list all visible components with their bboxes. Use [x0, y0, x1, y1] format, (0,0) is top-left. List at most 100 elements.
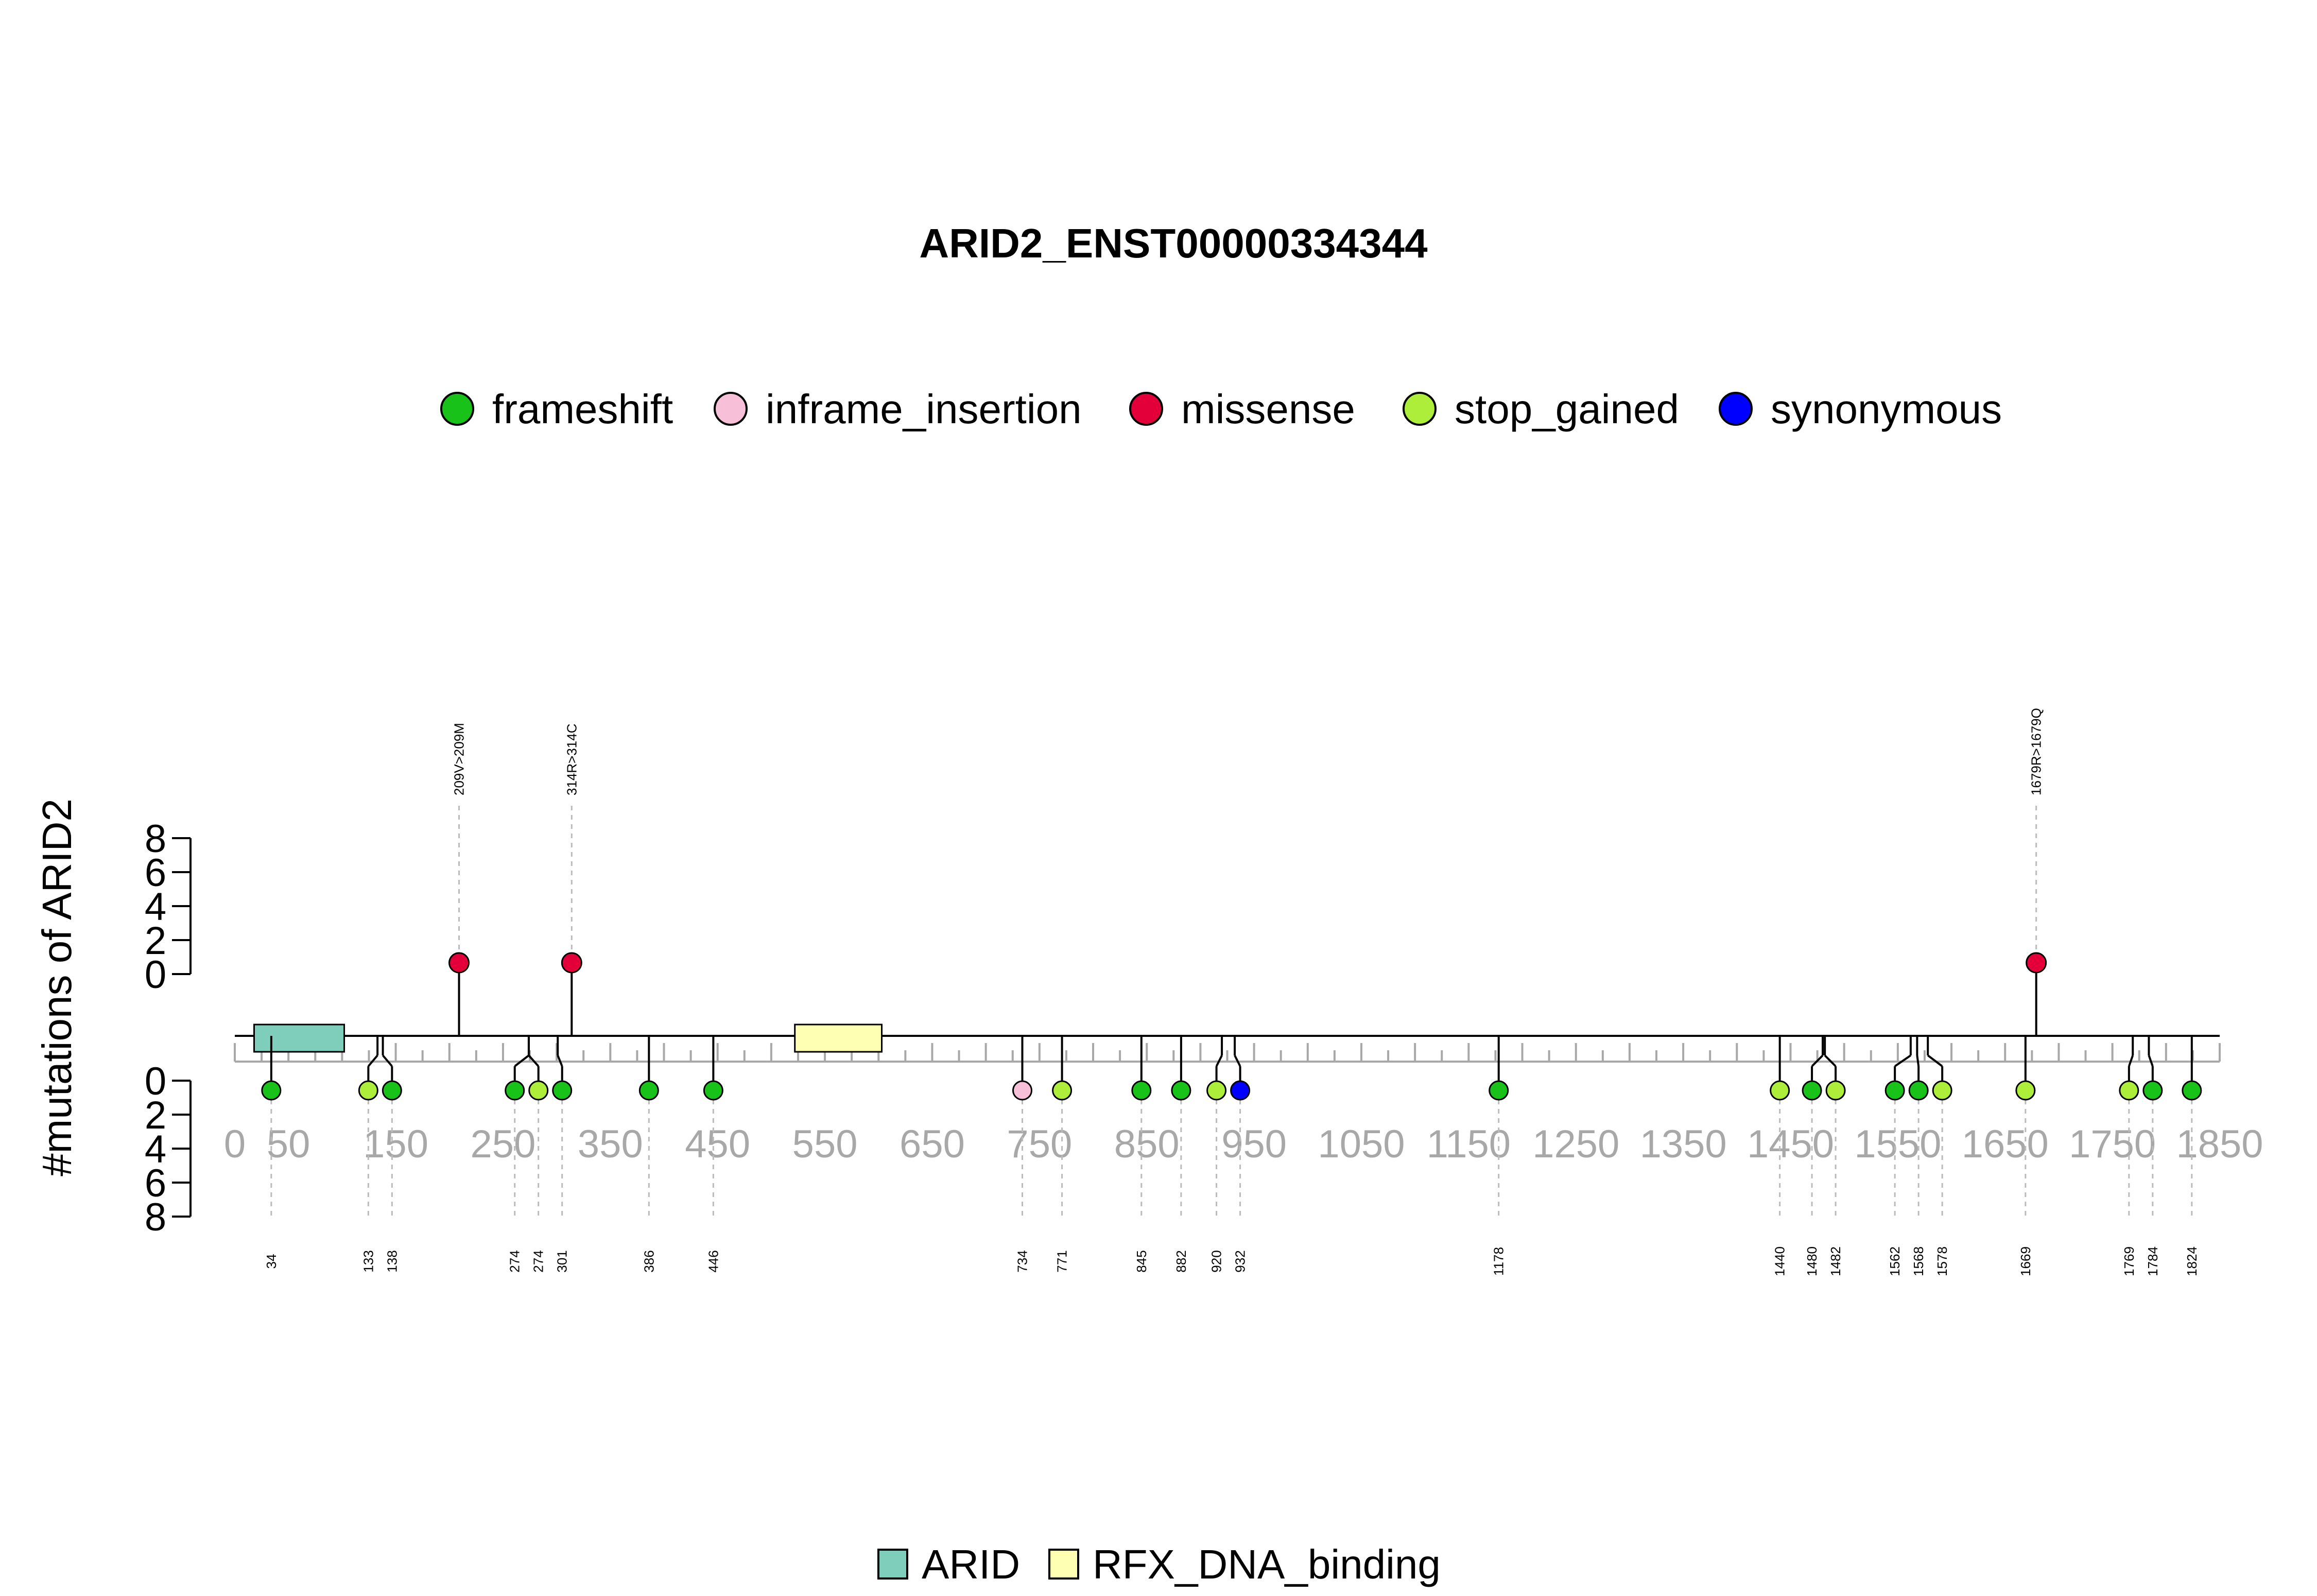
mutation-position-label: 1784 [2145, 1246, 2160, 1276]
x-tick-label: 150 [363, 1122, 428, 1166]
x-tick-label: 1250 [1532, 1122, 1619, 1166]
mutation-label: 209V>209M [452, 723, 467, 795]
mutation-stem-bend [1811, 1054, 1824, 1067]
mutation-point [448, 952, 470, 974]
mutation-stem-bend [1215, 1055, 1223, 1067]
mutation-point [552, 1080, 573, 1101]
mutation-position-label: 301 [555, 1250, 570, 1272]
mutation-point [1171, 1080, 1191, 1101]
mutation-position-label: 274 [507, 1250, 523, 1272]
y-axis-bottom-tick-label: 0 [145, 1060, 166, 1103]
legend-marker [1719, 392, 1753, 426]
chart-title: ARID2_ENST00000334344 [919, 220, 1428, 266]
domain-legend: ARID RFX_DNA_binding [877, 1541, 1441, 1587]
mutation-position-label: 1824 [2184, 1246, 2200, 1276]
y-axis-top-tick-label: 6 [145, 851, 166, 895]
x-tick-label: 1450 [1747, 1122, 1834, 1166]
mutation-stem-bend [1916, 1055, 1920, 1067]
mutation-point [382, 1080, 402, 1101]
x-tick-label: 1550 [1854, 1122, 1941, 1166]
mutation-point [561, 952, 582, 974]
x-tick-label: 1050 [1318, 1122, 1405, 1166]
protein-domains [253, 1023, 883, 1053]
x-tick-label: 850 [1114, 1122, 1180, 1166]
mutation-point [1206, 1080, 1227, 1101]
x-tick-label: 350 [578, 1122, 643, 1166]
mutation-position-label: 34 [264, 1254, 279, 1269]
x-tick-label: 1850 [2176, 1122, 2263, 1166]
mutation-position-label: 1669 [2018, 1246, 2033, 1276]
mutation-stem-bend [1234, 1055, 1241, 1067]
legend-label: missense [1181, 386, 1355, 432]
mutation-position-label: 446 [705, 1250, 721, 1272]
domain-legend-marker [1048, 1549, 1079, 1580]
domain-legend-marker [877, 1549, 908, 1580]
x-tick-label: 950 [1221, 1122, 1287, 1166]
mutation-point [2015, 1080, 2036, 1101]
mutation-label: 314R>314C [564, 724, 579, 796]
mutation-point [1908, 1080, 1929, 1101]
legend-marker [1129, 392, 1163, 426]
mutation-position-label: 845 [1134, 1250, 1149, 1272]
x-tick-label: 50 [267, 1122, 310, 1166]
mutation-stem-bend [1824, 1054, 1837, 1067]
x-tick-label: 450 [685, 1122, 750, 1166]
mutation-stem-bend [1927, 1054, 1943, 1067]
mutation-position-label: 882 [1173, 1250, 1189, 1272]
x-tick-label: 1750 [2069, 1122, 2156, 1166]
legend-marker [440, 392, 474, 426]
domain-legend-label: RFX_DNA_binding [1093, 1541, 1441, 1587]
mutation-point [505, 1080, 525, 1101]
domain-arid [253, 1023, 345, 1053]
mutation-position-label: 386 [641, 1250, 656, 1272]
mutation-position-label: 1482 [1828, 1246, 1843, 1276]
mutation-position-label: 133 [360, 1250, 376, 1272]
mutation-point [1012, 1080, 1032, 1101]
mutation-stem-bend [1894, 1054, 1911, 1067]
y-axis-top-tick-label: 4 [145, 885, 166, 929]
mutation-point [1932, 1080, 1952, 1101]
x-tick-label: 1350 [1640, 1122, 1727, 1166]
mutation-stem-bend [557, 1055, 563, 1067]
mutation-position-label: 920 [1209, 1250, 1224, 1272]
y-axis-bottom-tick-label: 8 [145, 1195, 166, 1239]
legend-label: stop_gained [1455, 386, 1679, 432]
legend-marker [1403, 392, 1437, 426]
mutation-point [1230, 1080, 1251, 1101]
y-axis-top-tick-label: 0 [145, 953, 166, 997]
mutation-position-label: 1769 [2121, 1246, 2137, 1276]
legend-marker [714, 392, 748, 426]
y-axis-label: #mutations of ARID2 [34, 799, 80, 1176]
mutation-stem-bend [2148, 1055, 2154, 1067]
mutation-position-label: 771 [1054, 1250, 1070, 1272]
mutation-position-label: 1568 [1911, 1246, 1926, 1276]
y-axis-bottom-tick-label: 2 [145, 1094, 166, 1137]
mutation-point [2026, 952, 2047, 974]
mutation-point [2119, 1080, 2139, 1101]
y-axis-bottom-tick-label: 6 [145, 1161, 166, 1205]
y-axis-top-tick-label: 2 [145, 919, 166, 963]
mutation-position-label: 932 [1233, 1250, 1248, 1272]
mutation-point [2182, 1080, 2202, 1101]
mutation-position-label: 1562 [1887, 1246, 1903, 1276]
mutation-position-label: 734 [1014, 1250, 1030, 1272]
y-axis-top-tick-label: 8 [145, 817, 166, 861]
x-tick-label: 250 [471, 1122, 536, 1166]
mutation-stem-bend [367, 1054, 378, 1067]
top-mutation-lollipops: 209V>209M 314R>314C 1679R>1679Q [448, 708, 2047, 1036]
mutation-position-label: 1578 [1934, 1246, 1950, 1276]
mutation-point [261, 1080, 282, 1101]
mutation-point [1802, 1080, 1822, 1101]
mutation-point [1825, 1080, 1846, 1101]
mutation-position-label: 138 [384, 1250, 400, 1272]
mutation-point [528, 1080, 549, 1101]
mutation-point [1131, 1080, 1152, 1101]
domain-rfx-dna-binding [794, 1023, 883, 1053]
mutation-stem-bend [382, 1054, 393, 1067]
mutation-point [638, 1080, 659, 1101]
y-axis-bottom-tick-label: 4 [145, 1127, 166, 1171]
mutation-point [1489, 1080, 1509, 1101]
x-tick-label: 1650 [1962, 1122, 2049, 1166]
